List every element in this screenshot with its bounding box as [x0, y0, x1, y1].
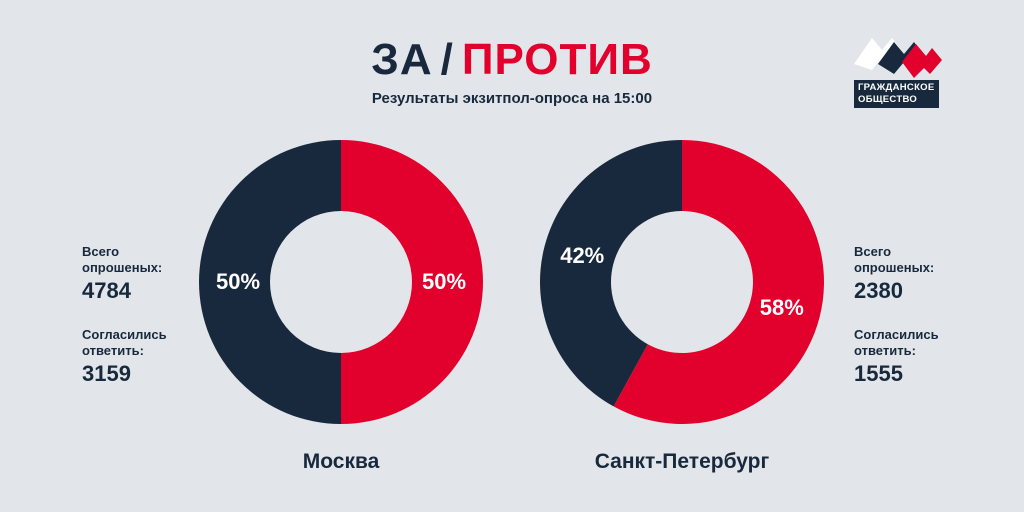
- surveyed-value: 4784: [82, 278, 131, 303]
- slice-percent-label: 50%: [421, 269, 467, 294]
- surveyed-value: 2380: [854, 278, 903, 303]
- agreed-label-2: ответить:: [82, 343, 144, 358]
- moscow-stats: Всего опрошеных: 4784 Согласились ответи…: [82, 244, 212, 388]
- surveyed-label-2: опрошеных:: [82, 260, 163, 275]
- spb-chart-title: Санкт-Петербург: [594, 450, 770, 473]
- surveyed-label: Всего: [854, 244, 892, 259]
- surveyed-label-2: опрошеных:: [854, 260, 935, 275]
- surveyed-label: Всего: [82, 244, 120, 259]
- donut-slice: [341, 140, 483, 424]
- slice-percent-label: 50%: [215, 269, 261, 294]
- agreed-label-2: ответить:: [854, 343, 916, 358]
- donut-slice: [199, 140, 341, 424]
- agreed-value: 3159: [82, 361, 131, 386]
- moscow-chart-title: Москва: [302, 450, 380, 473]
- logo-line-2: ОБЩЕСТВО: [858, 94, 918, 105]
- logo-line-1: ГРАЖДАНСКОЕ: [858, 82, 935, 93]
- slice-percent-label: 42%: [560, 243, 605, 269]
- page-title: ЗА / ПРОТИВ: [0, 34, 1024, 86]
- spb-stats: Всего опрошеных: 2380 Согласились ответи…: [854, 244, 984, 388]
- spb-donut-chart: 58% 42%: [540, 140, 824, 424]
- donut-slice: [613, 140, 824, 424]
- agreed-label: Согласились: [82, 327, 167, 342]
- logo-text: ГРАЖДАНСКОЕ ОБЩЕСТВО: [854, 80, 939, 108]
- title-separator: /: [440, 35, 454, 84]
- slice-percent-label: 58%: [759, 294, 804, 320]
- agreed-value: 1555: [854, 361, 903, 386]
- agreed-label: Согласились: [854, 327, 939, 342]
- title-for: ЗА: [371, 35, 433, 84]
- civil-society-logo-icon: [854, 38, 942, 78]
- donut-slice: [540, 140, 682, 407]
- moscow-donut-chart: 50% 50%: [199, 140, 483, 424]
- page-subtitle: Результаты экзитпол-опроса на 15:00: [371, 90, 653, 107]
- title-against: ПРОТИВ: [461, 35, 653, 84]
